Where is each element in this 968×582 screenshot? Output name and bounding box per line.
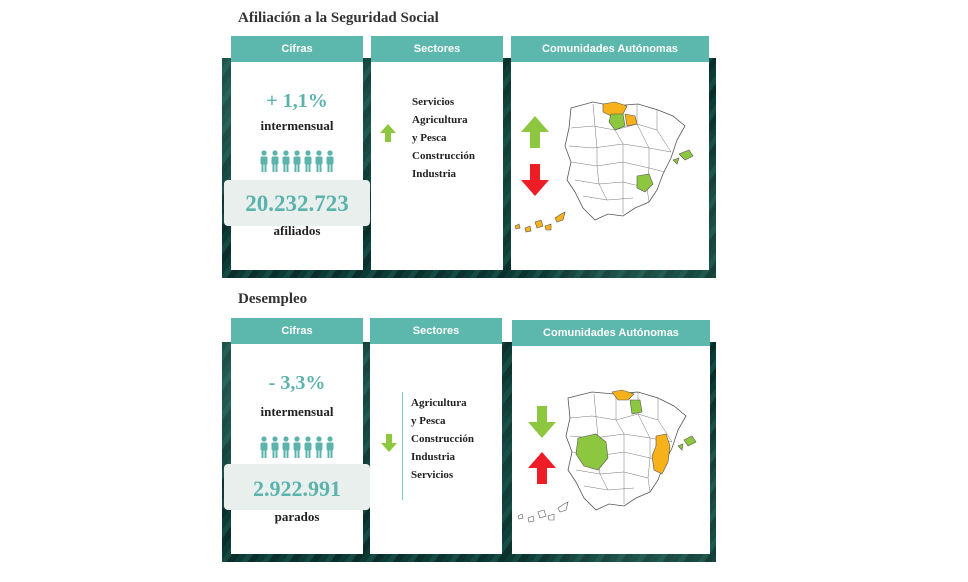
arrow-up-icon: [528, 452, 556, 484]
list-item: Agricultura: [411, 397, 467, 409]
people-icon: [231, 150, 363, 172]
list-item: y Pesca: [412, 132, 447, 144]
affiliation-ccaa-header: Comunidades Autónomas: [511, 36, 709, 62]
affiliation-change-label: intermensual: [260, 118, 334, 133]
canary-islands-map: [514, 211, 566, 233]
list-item: y Pesca: [411, 415, 446, 427]
affiliation-total-box: [224, 180, 370, 226]
arrow-up-icon: [380, 124, 396, 142]
affiliation-total-label: afiliados: [273, 223, 321, 238]
unemployment-title: Desempleo: [238, 291, 308, 307]
affiliation-sector-list: Servicios Agricultura y Pesca Construcci…: [412, 93, 475, 183]
sector-divider: [402, 392, 403, 500]
affiliation-title: Afiliación a la Seguridad Social: [238, 10, 439, 26]
list-item: Industria: [412, 168, 457, 180]
unemployment-sectores-card: Agricultura y Pesca Construcción Industr…: [370, 344, 502, 554]
arrow-down-icon: [521, 164, 549, 196]
list-item: Agricultura: [412, 114, 468, 126]
canary-islands-map: [517, 501, 569, 523]
affiliation-cifras-card: + 1,1% intermensual: [231, 62, 363, 270]
arrow-down-icon: [381, 434, 397, 452]
arrow-up-icon: [521, 116, 549, 148]
list-item: Construcción: [412, 150, 475, 162]
unemployment-ccaa-card: [512, 346, 710, 554]
affiliation-sectores-header: Sectores: [371, 36, 503, 62]
spain-map: [564, 101, 694, 221]
affiliation-sectores-card: Servicios Agricultura y Pesca Construcci…: [371, 62, 503, 270]
unemployment-total-label: parados: [274, 509, 320, 524]
list-item: Servicios: [412, 96, 455, 108]
list-item: Construcción: [411, 433, 474, 445]
unemployment-cifras-header: Cifras: [231, 318, 363, 344]
unemployment-sectores-header: Sectores: [370, 318, 502, 344]
affiliation-ccaa-card: [511, 62, 709, 270]
unemployment-cifras-card: - 3,3% intermensual: [231, 344, 363, 554]
list-item: Industria: [411, 451, 456, 463]
unemployment-sector-list: Agricultura y Pesca Construcción Industr…: [411, 394, 474, 484]
unemployment-total-box: [224, 464, 370, 510]
unemployment-total: 2.922.991: [253, 476, 341, 501]
unemployment-change-label: intermensual: [260, 404, 334, 419]
affiliation-change: + 1,1%: [266, 90, 328, 112]
list-item: Servicios: [411, 469, 454, 481]
affiliation-total: 20.232.723: [245, 191, 349, 216]
unemployment-change: - 3,3%: [268, 372, 326, 394]
spain-map: [565, 389, 697, 511]
arrow-down-icon: [528, 406, 556, 438]
affiliation-cifras-header: Cifras: [231, 36, 363, 62]
unemployment-ccaa-header: Comunidades Autónomas: [512, 320, 710, 346]
people-icon: [231, 436, 363, 458]
